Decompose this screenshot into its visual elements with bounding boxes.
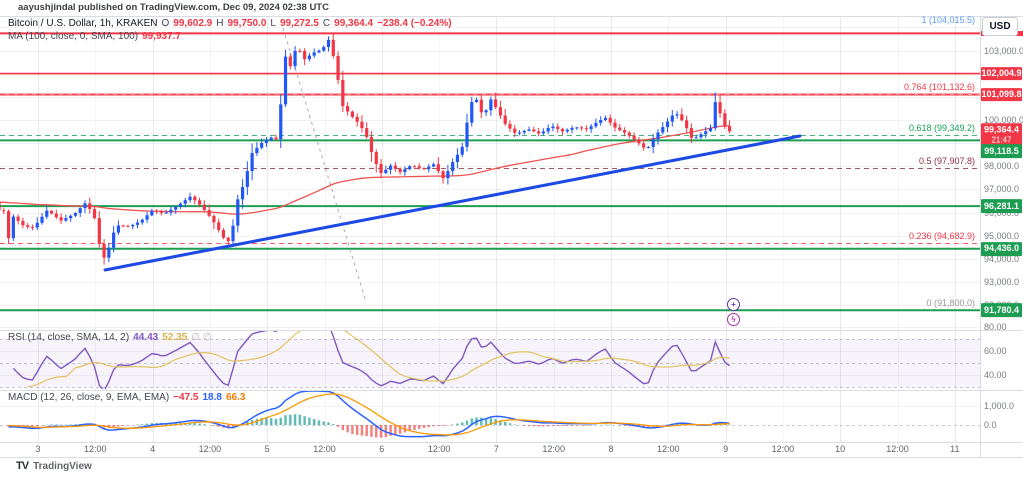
time-axis-label: 12:00 xyxy=(771,444,795,454)
current-price-badge: 99,364.4 21:47 xyxy=(981,123,1022,147)
rsi-axis-label: 40.00 xyxy=(984,370,1007,380)
rsi-sma-value: 52.35 xyxy=(162,332,188,343)
price-level-badge: 94,436.0 xyxy=(981,241,1022,256)
price-axis-label: 95,000.0 xyxy=(984,230,1020,241)
tradingview-logo-text: TradingView xyxy=(33,460,92,472)
fib-level-label: 0.764 (101,132.6) xyxy=(903,81,975,92)
time-axis-label: 12:00 xyxy=(542,444,565,454)
time-axis-label: 7 xyxy=(493,444,499,454)
ohlc-open-value: 99,602.9 xyxy=(173,18,213,29)
fib-level-label: 0.5 (97,907.8) xyxy=(918,156,975,167)
time-axis-label: 12:00 xyxy=(313,444,336,454)
time-axis-label: 6 xyxy=(379,444,385,454)
macd-axis-label: 0.0 xyxy=(984,420,997,430)
ohlc-open-key: O xyxy=(161,18,170,29)
time-axis-label: 4 xyxy=(150,444,156,454)
price-axis-label: 94,000.0 xyxy=(984,253,1020,264)
rsi-legend[interactable]: RSI (14, close, SMA, 14, 2) 44.43 52.35 … xyxy=(8,332,211,343)
price-level-badge: 99,118.5 xyxy=(981,144,1022,159)
time-axis-label: 12:00 xyxy=(886,444,909,454)
alert-flash-icon[interactable]: ϟ xyxy=(727,313,740,327)
ma-label: MA (100, close, 0, SMA, 100) xyxy=(8,31,139,42)
fib-level-label: 0.236 (94,682.9) xyxy=(908,231,975,242)
ohlc-close-key: C xyxy=(322,18,331,29)
price-axis-label: 103,000.0 xyxy=(984,45,1023,56)
price-level-badge: 101,099.8 xyxy=(981,87,1022,102)
macd-legend[interactable]: MACD (12, 26, close, 9, EMA, EMA) −47.5 … xyxy=(8,392,245,403)
time-axis-label: 10 xyxy=(835,444,846,454)
ohlc-high-key: H xyxy=(216,18,224,29)
time-axis-label: 12:00 xyxy=(84,444,107,454)
time-axis-label: 12:00 xyxy=(198,444,222,454)
fib-level-label: 0.618 (99,349.2) xyxy=(908,123,975,134)
add-alert-icon[interactable]: + xyxy=(727,298,740,312)
price-level-badge: 96,281.1 xyxy=(981,199,1022,213)
rsi-extra-values: ∅ ∅ xyxy=(191,332,212,343)
ohlc-close-value: 99,364.4 xyxy=(334,18,374,29)
currency-button[interactable]: USD xyxy=(982,17,1018,36)
rsi-label: RSI (14, close, SMA, 14, 2) xyxy=(8,332,130,343)
macd-label: MACD (12, 26, close, 9, EMA, EMA) xyxy=(8,392,170,403)
symbol-legend[interactable]: Bitcoin / U.S. Dollar, 1h, KRAKEN O 99,60… xyxy=(8,18,452,29)
macd-axis-label: 1,000.0 xyxy=(984,401,1015,411)
ohlc-high-value: 99,750.0 xyxy=(227,18,267,29)
ma-value: 99,937.7 xyxy=(142,31,181,42)
time-axis-label: 9 xyxy=(723,444,729,454)
fib-level-label: 0 (91,800.0) xyxy=(926,297,975,308)
rsi-axis-label: 60.00 xyxy=(984,346,1007,356)
macd-signal-value: 66.3 xyxy=(225,392,246,403)
change-value: −238.4 (−0.24%) xyxy=(377,18,452,29)
price-axis-label: 97,000.0 xyxy=(984,184,1020,195)
time-axis-label: 8 xyxy=(608,444,614,454)
symbol-title[interactable]: Bitcoin / U.S. Dollar, 1h, KRAKEN xyxy=(8,18,158,29)
rsi-axis-label: 80.00 xyxy=(984,322,1007,332)
fib-level-label: 1 (104,015.5) xyxy=(921,15,975,26)
ohlc-low-value: 99,272.5 xyxy=(279,18,319,29)
time-axis-label: 3 xyxy=(35,444,41,454)
macd-value: 18.8 xyxy=(202,392,222,403)
tradingview-logo[interactable]: TV TradingView xyxy=(16,460,92,472)
price-axis-label: 93,000.0 xyxy=(984,277,1020,288)
tradingview-logo-icon: TV xyxy=(16,460,29,472)
rsi-value: 44.43 xyxy=(133,332,159,343)
price-axis-label: 100,000.0 xyxy=(984,115,1023,125)
time-axis-label: 5 xyxy=(264,444,270,454)
ohlc-low-key: L xyxy=(270,18,276,29)
price-level-badge: 102,004.9 xyxy=(981,66,1022,81)
price-level-badge: 91,780.4 xyxy=(981,303,1022,318)
time-axis-label: 11 xyxy=(950,444,960,454)
price-axis-label: 98,000.0 xyxy=(984,161,1020,172)
macd-histogram-value: −47.5 xyxy=(173,392,199,403)
time-axis-label: 12:00 xyxy=(427,444,451,454)
price-countdown: 21:47 xyxy=(991,135,1012,145)
ma-legend[interactable]: MA (100, close, 0, SMA, 100) 99,937.7 xyxy=(8,31,181,42)
time-axis-label: 12:00 xyxy=(657,444,680,454)
